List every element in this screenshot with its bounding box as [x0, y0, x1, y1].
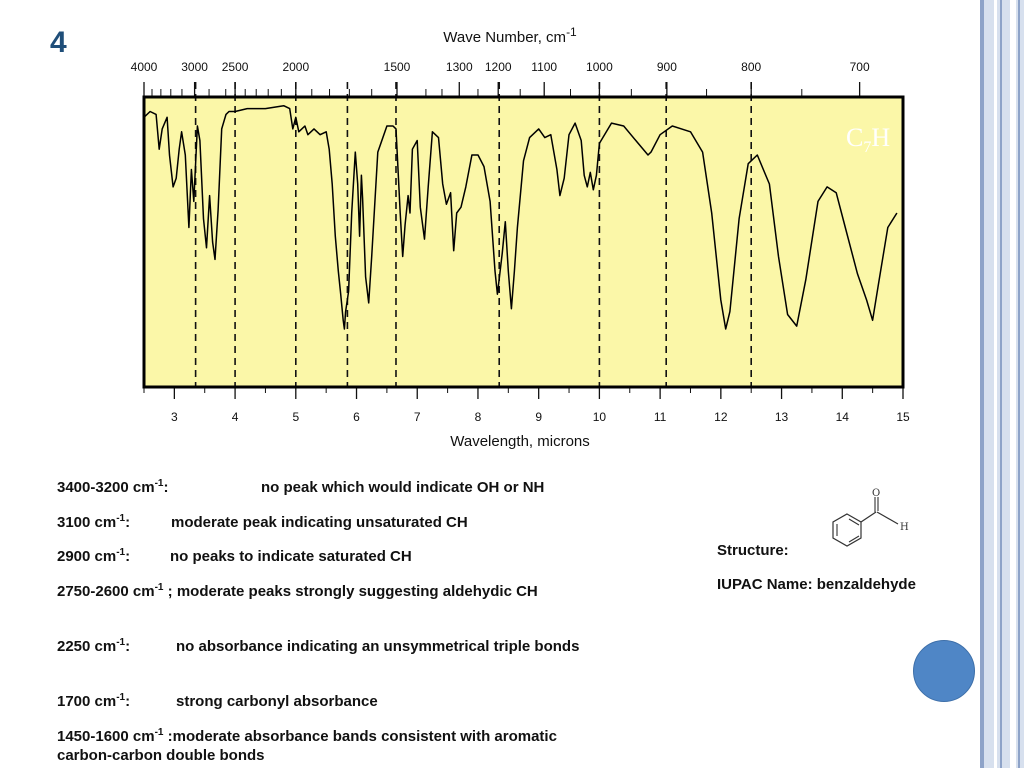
note-text: no absorbance indicating an unsymmetrica… [176, 638, 580, 655]
plot-area [144, 97, 903, 387]
note-aromatic: 1450-1600 cm-1 :moderate absorbance band… [57, 727, 557, 745]
top-tick-label: 900 [657, 60, 677, 74]
top-tick-label: 1000 [586, 60, 613, 74]
benzaldehyde-structure: O H [832, 488, 909, 547]
top-tick-label: 2000 [282, 60, 309, 74]
note-text: no peaks to indicate saturated CH [170, 548, 412, 565]
note-carbonyl: 1700 cm-1: strong carbonyl absorbance [57, 692, 378, 710]
note-label: 1450-1600 cm [57, 728, 155, 745]
slide-number: 4 [50, 26, 67, 59]
top-tick-label: 2500 [222, 60, 249, 74]
ir-spectrum-chart: Wave Number, cm-1 4000 3000 2500 2000 1500 130… [131, 25, 910, 450]
note-text: no peak which would indicate OH or NH [261, 479, 545, 496]
top-tick-label: 700 [850, 60, 870, 74]
top-tick-label: 1200 [485, 60, 512, 74]
note-unsaturated-ch: 3100 cm-1: moderate peak indicating unsat… [57, 513, 468, 531]
top-axis-label: Wave Number, cm-1 [443, 25, 577, 46]
bottom-tick-label: 3 [171, 410, 178, 424]
bottom-tick-label: 5 [292, 410, 299, 424]
note-label: 3100 cm [57, 514, 117, 531]
note-triple-bond: 2250 cm-1: no absorbance indicating an un… [57, 637, 580, 655]
hydrogen-atom-label: H [900, 522, 909, 533]
top-tick-label: 800 [741, 60, 761, 74]
note-label: 2750-2600 cm [57, 583, 155, 600]
top-tick-label: 4000 [131, 60, 158, 74]
note-text: strong carbonyl absorbance [176, 693, 378, 710]
note-label: 2900 cm [57, 548, 117, 565]
bottom-tick-label: 8 [475, 410, 482, 424]
note-text: moderate peaks strongly suggesting aldeh… [176, 583, 538, 600]
decorative-circle [913, 640, 975, 702]
bottom-tick-label: 9 [535, 410, 542, 424]
transmittance-line [143, 104, 898, 330]
iupac-name: IUPAC Name: benzaldehyde [717, 576, 916, 593]
note-label: 1700 cm [57, 693, 117, 710]
note-text: moderate peak indicating unsaturated CH [171, 514, 468, 531]
bottom-tick-label: 13 [775, 410, 789, 424]
bottom-tick-label: 10 [593, 410, 607, 424]
top-tick-label: 1300 [446, 60, 473, 74]
bottom-tick-label: 6 [353, 410, 360, 424]
bottom-tick-label: 4 [232, 410, 239, 424]
plot-frame [142, 95, 905, 389]
note-saturated-ch: 2900 cm-1: no peaks to indicate saturated… [57, 547, 412, 565]
right-decorative-bar [980, 0, 1024, 768]
note-aromatic-continued: carbon-carbon double bonds [57, 747, 265, 764]
bottom-tick-label: 14 [836, 410, 850, 424]
note-oh-nh: 3400-3200 cm-1: no peak which would indic… [57, 478, 545, 496]
note-aldehydic-ch: 2750-2600 cm-1 ; moderate peaks strongly… [57, 582, 538, 600]
top-tick-label: 1100 [531, 60, 557, 74]
bottom-tick-label: 12 [714, 410, 728, 424]
top-tick-label: 1500 [384, 60, 411, 74]
bottom-axis-label: Wavelength, microns [450, 433, 590, 450]
bottom-tick-label: 7 [414, 410, 421, 424]
structure-label: Structure: [717, 542, 789, 559]
oxygen-atom-label: O [872, 488, 880, 499]
bottom-tick-label: 11 [654, 410, 667, 424]
note-label: 2250 cm [57, 638, 117, 655]
top-tick-label: 3000 [181, 60, 208, 74]
note-text: moderate absorbance bands consistent wit… [172, 728, 557, 745]
bottom-tick-label: 15 [896, 410, 910, 424]
note-label: 3400-3200 cm [57, 479, 155, 496]
